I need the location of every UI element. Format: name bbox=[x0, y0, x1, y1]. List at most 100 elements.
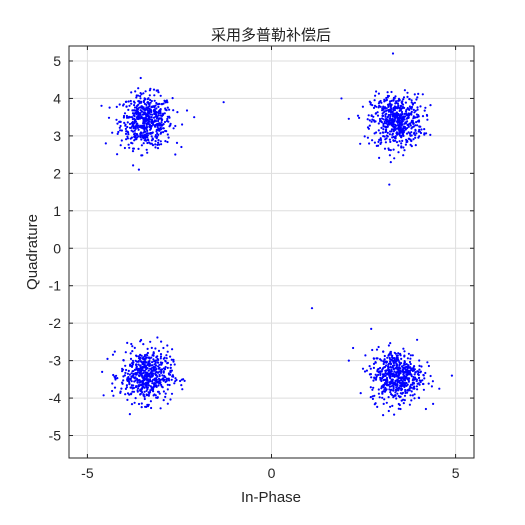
data-point bbox=[393, 351, 396, 354]
data-point bbox=[374, 402, 377, 405]
data-point bbox=[405, 108, 408, 111]
data-point bbox=[138, 368, 141, 371]
data-point bbox=[402, 134, 405, 137]
data-point bbox=[387, 94, 390, 98]
data-point bbox=[148, 375, 151, 378]
data-point bbox=[142, 119, 145, 122]
data-point bbox=[126, 135, 129, 138]
data-point bbox=[172, 360, 175, 363]
data-point bbox=[114, 376, 117, 379]
data-point bbox=[140, 144, 143, 147]
data-point bbox=[415, 378, 418, 381]
data-point bbox=[143, 355, 146, 358]
data-point bbox=[389, 140, 392, 143]
data-point bbox=[402, 378, 405, 381]
data-point bbox=[399, 134, 402, 137]
data-point bbox=[363, 135, 366, 138]
data-point bbox=[409, 357, 412, 360]
data-point bbox=[393, 375, 396, 378]
data-point bbox=[390, 90, 393, 94]
data-point bbox=[383, 147, 387, 150]
data-point bbox=[374, 373, 377, 376]
data-point bbox=[399, 113, 402, 116]
data-point bbox=[122, 375, 125, 378]
data-point bbox=[374, 378, 378, 381]
data-point bbox=[125, 384, 128, 387]
data-point bbox=[137, 113, 140, 116]
data-point bbox=[144, 360, 147, 363]
data-point bbox=[126, 125, 129, 129]
data-point bbox=[392, 387, 395, 390]
data-point bbox=[149, 101, 152, 104]
data-point bbox=[371, 388, 374, 391]
data-point bbox=[400, 101, 403, 104]
data-point bbox=[132, 147, 135, 150]
data-point bbox=[173, 363, 176, 366]
data-point bbox=[387, 105, 390, 108]
data-point bbox=[130, 102, 133, 105]
data-point bbox=[391, 364, 395, 367]
data-point bbox=[392, 109, 395, 112]
data-point bbox=[399, 104, 403, 107]
data-point bbox=[372, 357, 375, 360]
y-tick-label: -4 bbox=[49, 390, 62, 406]
data-point bbox=[143, 364, 146, 367]
data-point bbox=[155, 130, 158, 133]
data-point bbox=[372, 386, 375, 389]
data-point bbox=[392, 107, 395, 110]
data-point bbox=[418, 359, 421, 362]
data-point bbox=[389, 113, 392, 116]
data-point bbox=[424, 407, 427, 411]
data-point bbox=[366, 136, 369, 139]
data-point bbox=[139, 393, 142, 396]
data-point bbox=[417, 396, 420, 399]
data-point bbox=[408, 137, 411, 140]
data-point bbox=[398, 363, 401, 366]
data-point bbox=[153, 105, 156, 109]
data-point bbox=[429, 104, 432, 107]
data-point bbox=[380, 359, 383, 362]
data-point bbox=[430, 385, 433, 388]
data-point bbox=[382, 362, 385, 366]
data-point bbox=[395, 107, 399, 110]
data-point bbox=[139, 92, 142, 95]
data-point bbox=[126, 341, 129, 344]
data-point bbox=[391, 113, 394, 116]
data-point bbox=[131, 150, 135, 153]
data-point bbox=[152, 88, 156, 91]
data-point bbox=[139, 364, 142, 367]
data-point bbox=[157, 367, 160, 370]
data-point bbox=[160, 103, 163, 106]
data-point bbox=[166, 402, 169, 405]
data-point bbox=[170, 378, 173, 381]
data-point bbox=[146, 378, 150, 381]
data-point bbox=[387, 409, 390, 413]
data-point bbox=[410, 112, 413, 115]
data-point bbox=[401, 113, 404, 116]
data-point bbox=[146, 141, 149, 145]
data-point bbox=[389, 149, 392, 152]
data-point bbox=[159, 368, 163, 371]
data-point bbox=[135, 96, 138, 99]
data-point bbox=[383, 398, 386, 401]
data-point bbox=[391, 132, 394, 135]
data-point bbox=[151, 380, 154, 383]
data-point bbox=[126, 392, 130, 395]
data-point bbox=[371, 397, 374, 400]
data-point bbox=[145, 389, 148, 392]
data-point bbox=[137, 355, 140, 358]
data-point bbox=[416, 106, 419, 109]
data-point bbox=[382, 128, 385, 131]
data-point bbox=[391, 380, 394, 383]
data-point bbox=[376, 405, 379, 408]
data-point bbox=[139, 112, 142, 115]
data-point bbox=[142, 369, 145, 372]
data-point bbox=[131, 112, 135, 115]
data-point bbox=[100, 104, 103, 107]
data-point bbox=[159, 353, 163, 356]
data-point bbox=[167, 136, 170, 139]
outlier-point bbox=[104, 142, 107, 145]
data-point bbox=[157, 349, 161, 352]
data-point bbox=[146, 109, 149, 112]
data-point bbox=[391, 394, 394, 397]
